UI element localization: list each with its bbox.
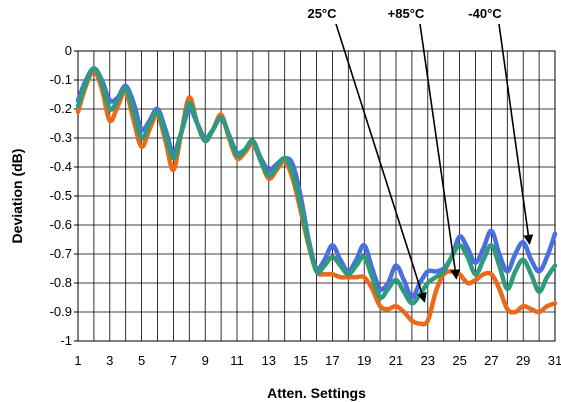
annotation-label: 25°C [307,6,337,21]
y-tick-label: -0.1 [50,72,72,87]
y-tick-label: -0.4 [50,159,72,174]
x-tick-label: 17 [325,353,339,368]
annotation-arrow [335,23,427,303]
y-axis-ticks: 0 -0.1 -0.2 -0.3 -0.4 -0.5 -0.6 -0.7 -0.8 -0.9 -1 [50,43,78,348]
y-axis-title: Deviation (dB) [9,149,25,244]
x-tick-label: 11 [230,353,244,368]
y-tick-label: -0.6 [50,217,72,232]
y-tick-label: -0.3 [50,130,72,145]
series-lines [75,66,558,327]
y-tick-label: -1 [60,333,72,348]
grid-lines [77,50,556,342]
y-tick-label: -0.8 [50,275,72,290]
x-tick-label: 13 [262,353,276,368]
series-line [75,66,558,306]
annotation-label: -40°C [468,6,502,21]
x-tick-label: 21 [389,353,403,368]
annotations: 25°C +85°C -40°C [307,6,534,303]
y-tick-label: -0.9 [50,304,72,319]
x-tick-label: 1 [74,353,81,368]
y-tick-label: -0.5 [50,188,72,203]
x-tick-label: 29 [516,353,530,368]
y-tick-label: -0.2 [50,101,72,116]
x-tick-label: 19 [357,353,371,368]
y-tick-label: -0.7 [50,246,72,261]
x-tick-label: 7 [170,353,177,368]
annotation-arrow [498,23,534,245]
x-tick-label: 15 [293,353,307,368]
x-tick-label: 9 [202,353,209,368]
annotation-label: +85°C [388,6,425,21]
x-axis-ticks: 1 3 5 7 9 11 13 15 17 19 21 23 25 27 29 31 [74,353,561,368]
y-tick-label: 0 [65,43,72,58]
x-tick-label: 31 [548,353,561,368]
annotation-arrow [419,23,461,280]
x-tick-label: 23 [421,353,435,368]
x-axis-title: Atten. Settings [267,385,366,401]
x-tick-label: 25 [452,353,466,368]
x-tick-label: 3 [106,353,113,368]
x-tick-label: 5 [138,353,145,368]
x-tick-label: 27 [484,353,498,368]
